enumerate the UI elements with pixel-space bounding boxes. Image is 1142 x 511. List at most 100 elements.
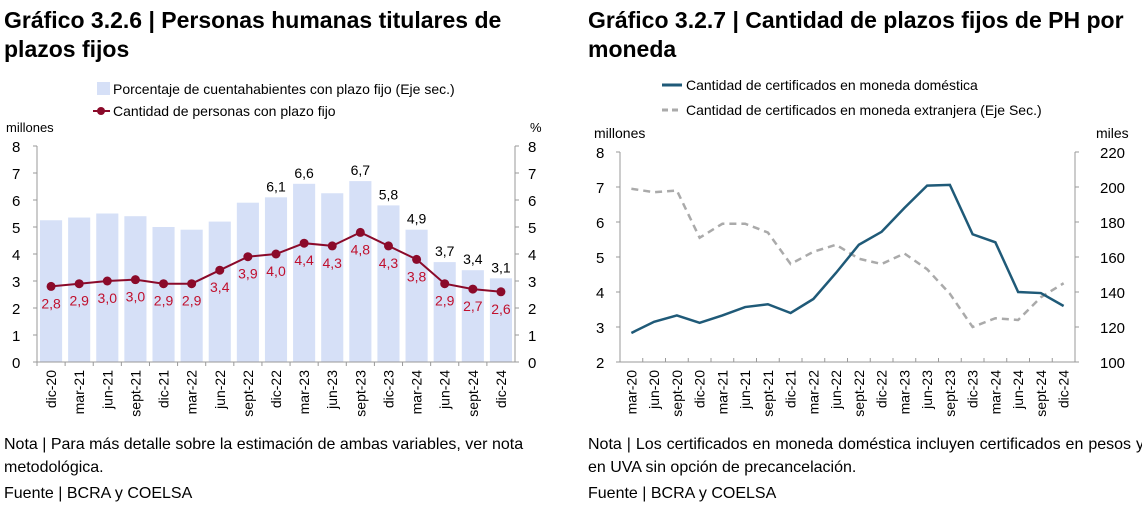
x-tick: sept-24 <box>1033 370 1049 417</box>
bar-label: 4,9 <box>407 211 427 227</box>
x-tick: mar-24 <box>409 370 425 415</box>
y-tick-left: 1 <box>12 328 20 345</box>
y-tick-right: 180 <box>1100 215 1125 232</box>
line-point <box>327 241 337 251</box>
x-tick: sept-23 <box>942 370 958 417</box>
x-tick: jun-22 <box>212 370 228 410</box>
line-point <box>243 252 253 262</box>
x-tick: sept-23 <box>352 370 368 417</box>
y-tick-right: 200 <box>1100 180 1125 197</box>
x-tick: sept-21 <box>127 370 143 417</box>
legend-label-foreign: Cantidad de certificados en moneda extra… <box>686 102 1042 118</box>
chart-title: Gráfico 3.2.6 | Personas humanas titular… <box>4 7 502 62</box>
y-tick-left: 4 <box>12 247 20 264</box>
y-tick-left: 2 <box>596 355 604 372</box>
bar <box>124 216 147 362</box>
bar-label: 6,7 <box>351 162 371 178</box>
x-tick: dic-24 <box>493 370 509 408</box>
y-tick-right: 6 <box>528 193 536 210</box>
y-tick-left: 3 <box>596 320 604 337</box>
x-tick: jun-20 <box>646 370 662 410</box>
bar <box>180 229 203 362</box>
x-tick: dic-24 <box>1056 370 1072 408</box>
chart-title: Gráfico 3.2.7 | Cantidad de plazos fijos… <box>588 7 1124 62</box>
x-tick: jun-24 <box>1010 370 1026 410</box>
x-tick: mar-21 <box>71 370 87 415</box>
y-tick-right: 7 <box>528 166 536 183</box>
y-tick-left: 4 <box>596 285 604 302</box>
y-tick-right: 3 <box>528 274 536 291</box>
y-tick-left: 8 <box>12 139 20 156</box>
note: Nota | Para más detalle sobre la estimac… <box>4 436 524 476</box>
y-tick-right: 8 <box>528 139 536 156</box>
x-tick: dic-23 <box>965 370 981 408</box>
line-point <box>187 279 197 289</box>
legend-swatch-bar <box>97 82 110 95</box>
bar <box>96 213 119 362</box>
source: Fuente | BCRA y COELSA <box>4 485 193 502</box>
bar <box>208 221 231 362</box>
legend-marker <box>97 107 105 115</box>
chart-right: Cantidad de certificados en moneda domés… <box>594 77 1129 417</box>
y-axis-label-left: millones <box>6 120 54 135</box>
line-label: 2,9 <box>435 293 455 309</box>
x-tick: dic-22 <box>268 370 284 408</box>
bar <box>321 193 344 362</box>
line-label: 2,9 <box>154 293 174 309</box>
y-tick-left: 5 <box>12 220 20 237</box>
bar <box>293 183 316 362</box>
line-label: 4,8 <box>351 241 371 257</box>
x-tick: jun-23 <box>919 370 935 410</box>
bar-label: 3,1 <box>491 259 511 275</box>
bar <box>349 181 372 362</box>
line-label: 4,3 <box>379 255 399 271</box>
x-tick: jun-21 <box>737 370 753 410</box>
line-label: 4,0 <box>266 263 286 279</box>
bar-label: 3,4 <box>463 251 483 267</box>
line-point <box>383 241 393 251</box>
x-tick: jun-22 <box>828 370 844 410</box>
bar-label: 6,6 <box>294 165 314 181</box>
line-label: 3,0 <box>126 289 146 305</box>
line-point <box>46 281 56 291</box>
x-tick: sept-20 <box>669 370 685 417</box>
line-label: 2,8 <box>41 295 61 311</box>
bar <box>377 205 400 362</box>
x-tick: mar-21 <box>714 370 730 415</box>
y-axis-label-right: % <box>530 120 542 135</box>
chart-left: Porcentaje de cuentahabientes con plazo … <box>6 81 542 417</box>
y-tick-right: 100 <box>1100 355 1125 372</box>
y-tick-right: 1 <box>528 328 536 345</box>
bar <box>40 220 63 362</box>
legend-label-domestic: Cantidad de certificados en moneda domés… <box>686 77 978 93</box>
y-tick-right: 120 <box>1100 320 1125 337</box>
line-label: 3,4 <box>210 279 230 295</box>
line-point <box>355 227 365 237</box>
line-point <box>130 275 140 285</box>
line-label: 2,7 <box>463 298 483 314</box>
bar <box>489 278 512 362</box>
x-tick: dic-20 <box>43 370 59 408</box>
y-tick-right: 5 <box>528 220 536 237</box>
x-tick: mar-23 <box>896 370 912 415</box>
y-tick-left: 6 <box>596 215 604 232</box>
y-axis-label-right: miles <box>1096 125 1129 141</box>
bar <box>461 270 484 362</box>
line-point <box>468 284 478 294</box>
legend-label-bar: Porcentaje de cuentahabientes con plazo … <box>113 81 455 97</box>
bar-label: 6,1 <box>266 178 286 194</box>
bar <box>405 229 428 362</box>
y-tick-right: 0 <box>528 355 536 372</box>
x-tick: sept-22 <box>240 370 256 417</box>
line-label: 4,3 <box>323 255 343 271</box>
bar <box>152 227 175 362</box>
line-point <box>159 279 169 289</box>
x-tick: dic-22 <box>874 370 890 408</box>
x-tick: mar-22 <box>805 370 821 415</box>
x-tick: sept-21 <box>760 370 776 417</box>
line-point <box>496 287 506 297</box>
line-point <box>299 238 309 248</box>
y-tick-left: 7 <box>596 180 604 197</box>
note: Nota | Los certificados en moneda domést… <box>588 436 1142 476</box>
left-panel: Gráfico 3.2.6 | Personas humanas titular… <box>0 0 570 502</box>
